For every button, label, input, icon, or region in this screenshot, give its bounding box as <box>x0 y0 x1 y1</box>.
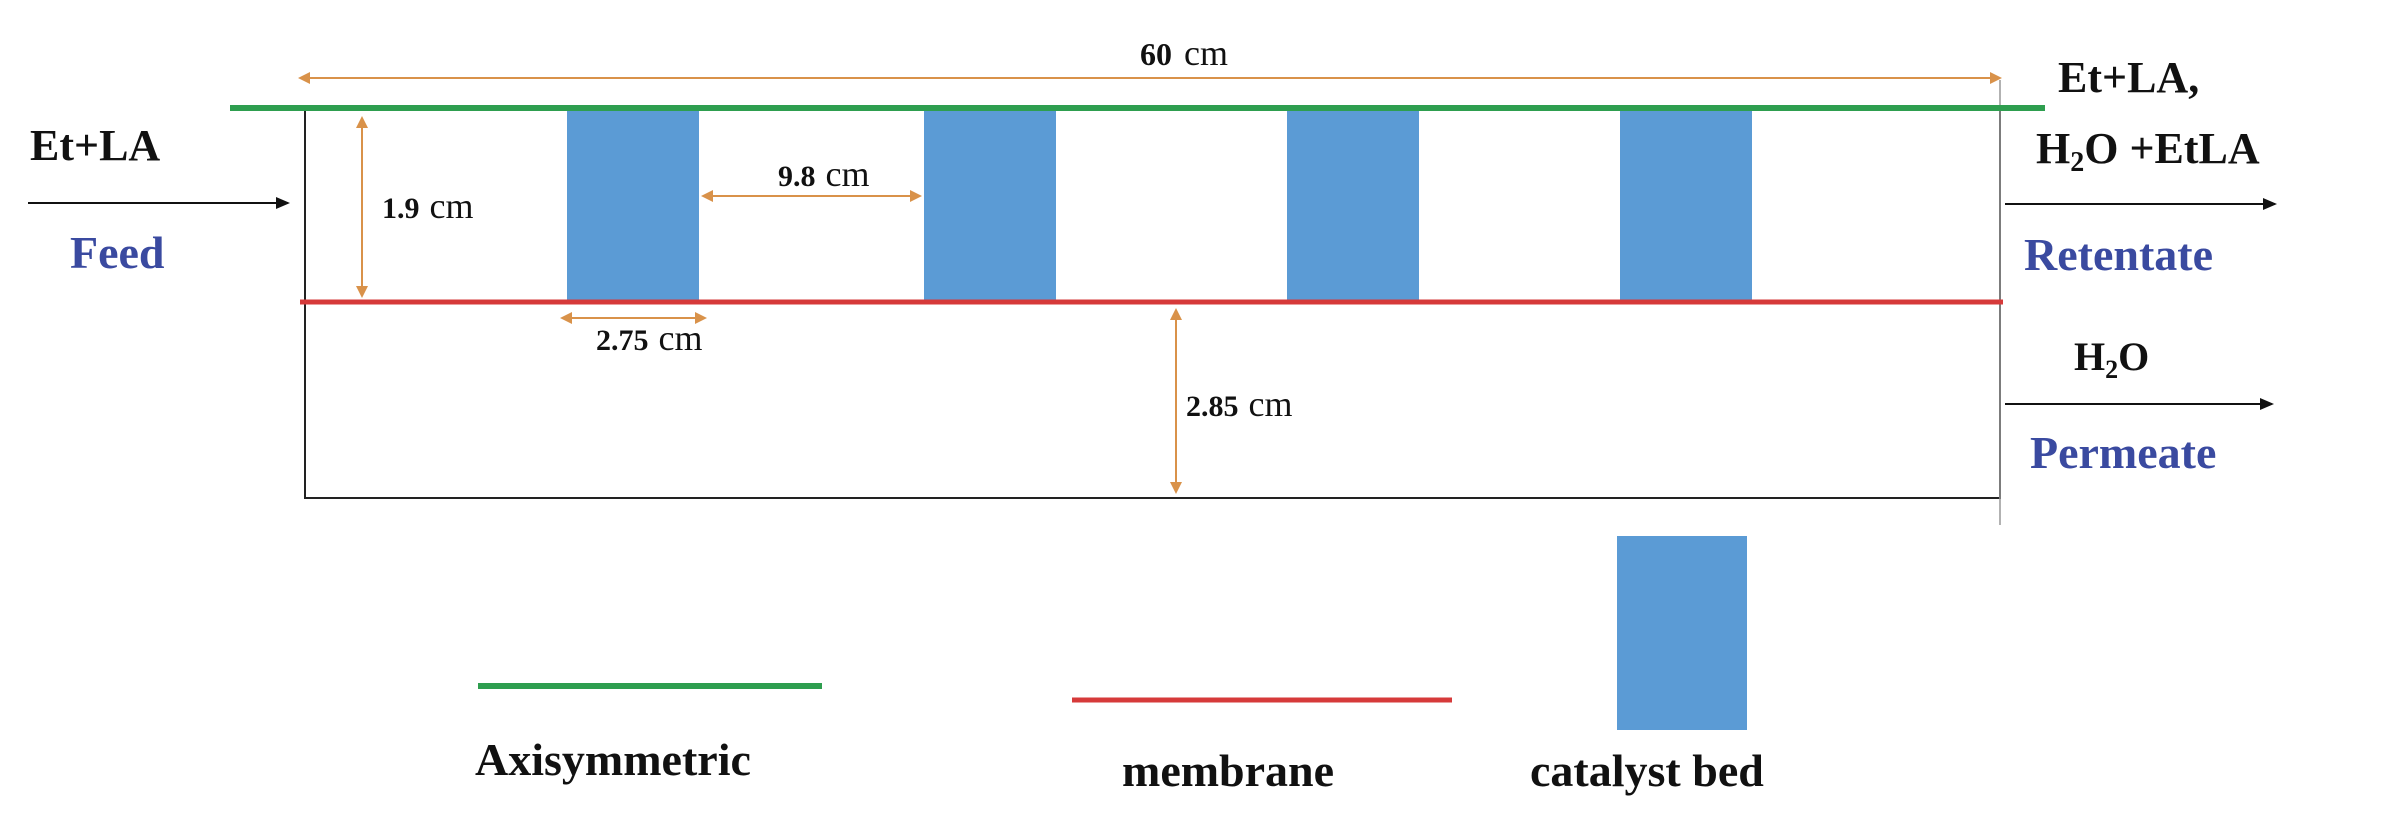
retentate-species-line1: Et+LA, <box>2058 53 2199 102</box>
retentate-species-line2: H2O +EtLA <box>2036 124 2260 178</box>
length-dimension-label: 60 cm <box>1140 33 1228 73</box>
catalyst-bed-3 <box>1287 108 1419 300</box>
legend-membrane-label: membrane <box>1122 745 1334 796</box>
legend-axisymmetric-label: Axisymmetric <box>475 734 751 785</box>
bed-width-value: 2.75 <box>596 324 649 357</box>
catalyst-bed-2 <box>924 108 1056 300</box>
bed-width-label: 2.75 cm <box>596 318 702 358</box>
retentate-height-value: 1.9 <box>382 192 420 225</box>
length-value: 60 <box>1140 36 1172 72</box>
retentate-h-subscript: 2 <box>2070 147 2084 178</box>
permeate-height-value: 2.85 <box>1186 390 1239 423</box>
permeate-height-unit: cm <box>1249 384 1293 424</box>
legend-catalyst-bed-label: catalyst bed <box>1530 745 1764 796</box>
permeate-height-label: 2.85 cm <box>1186 384 1292 424</box>
permeate-species: H2O <box>2074 334 2149 384</box>
bed-spacing-value: 9.8 <box>778 160 816 193</box>
permeate-h-subscript: 2 <box>2105 355 2118 384</box>
retentate-label: Retentate <box>2024 229 2213 280</box>
retentate-h: H <box>2036 124 2070 173</box>
bed-spacing-label: 9.8 cm <box>778 154 869 194</box>
retentate-height-unit: cm <box>430 186 474 226</box>
feed-label: Feed <box>70 227 165 278</box>
retentate-species-rest: O +EtLA <box>2084 124 2260 173</box>
catalyst-bed-4 <box>1620 108 1752 300</box>
length-unit: cm <box>1184 33 1228 73</box>
bed-width-unit: cm <box>659 318 703 358</box>
permeate-species-rest: O <box>2118 334 2149 379</box>
permeate-label: Permeate <box>2030 427 2216 478</box>
catalyst-bed-1 <box>567 108 699 300</box>
retentate-height-label: 1.9 cm <box>382 186 473 226</box>
legend-catalyst-bed-swatch <box>1617 536 1747 730</box>
bed-spacing-unit: cm <box>826 154 870 194</box>
permeate-h: H <box>2074 334 2105 379</box>
inlet-species: Et+LA <box>30 121 160 170</box>
